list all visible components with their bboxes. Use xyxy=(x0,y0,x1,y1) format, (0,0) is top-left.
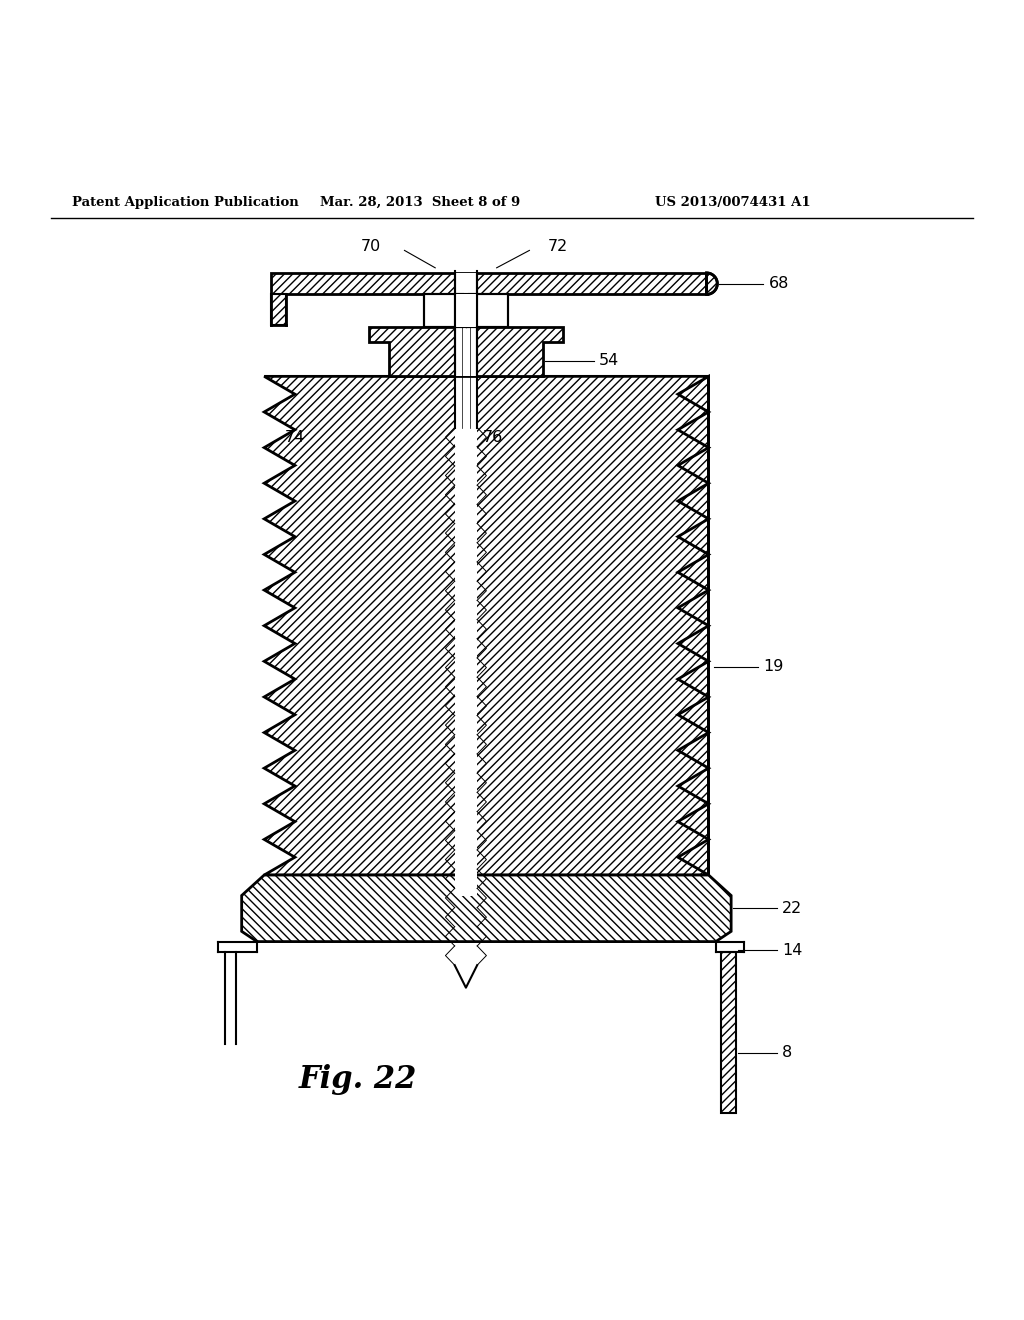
Text: Fig. 22: Fig. 22 xyxy=(299,1064,418,1096)
Bar xyxy=(455,294,477,327)
Polygon shape xyxy=(242,875,731,941)
Text: 72: 72 xyxy=(548,239,568,253)
Polygon shape xyxy=(264,376,709,875)
Polygon shape xyxy=(707,273,717,294)
Polygon shape xyxy=(369,327,563,376)
Bar xyxy=(271,273,707,294)
Bar xyxy=(455,356,477,895)
Text: 19: 19 xyxy=(763,659,783,675)
Text: US 2013/0074431 A1: US 2013/0074431 A1 xyxy=(655,195,811,209)
Text: 22: 22 xyxy=(782,900,803,916)
Bar xyxy=(455,273,477,294)
Text: Patent Application Publication: Patent Application Publication xyxy=(72,195,298,209)
Bar xyxy=(455,327,477,376)
Text: 68: 68 xyxy=(768,276,788,292)
Text: 14: 14 xyxy=(782,942,803,958)
Text: 70: 70 xyxy=(360,239,381,253)
Text: 74: 74 xyxy=(285,430,305,445)
Text: 76: 76 xyxy=(482,430,503,445)
Text: Mar. 28, 2013  Sheet 8 of 9: Mar. 28, 2013 Sheet 8 of 9 xyxy=(319,195,520,209)
Bar xyxy=(271,294,286,325)
Bar xyxy=(721,952,736,1113)
Text: 8: 8 xyxy=(782,1045,793,1060)
Text: 54: 54 xyxy=(599,354,620,368)
Bar xyxy=(469,294,508,327)
Bar xyxy=(424,294,463,327)
